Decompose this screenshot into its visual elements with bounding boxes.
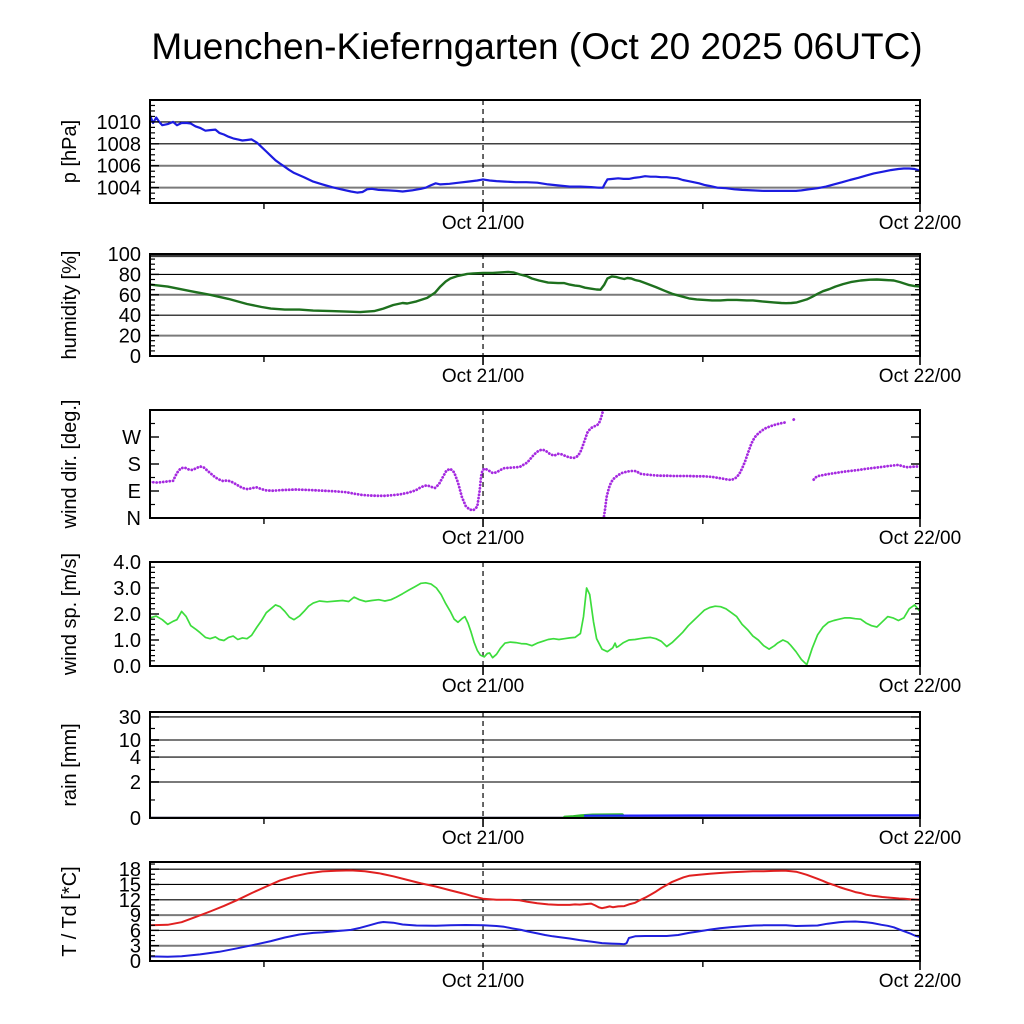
y-tick-label: 9 [130,905,141,927]
wind-direction-series [150,410,920,518]
y-tick-label: 18 [119,859,141,881]
y-tick-label: 0 [130,808,141,830]
y-tick-label: 30 [119,707,141,729]
y-tick-label: 4.0 [113,552,141,574]
y-tick-label: 20 [119,326,141,348]
y-tick-label: E [128,481,141,503]
y-tick-label: 12 [119,890,141,912]
x-date-label: Oct 22/00 [879,971,961,992]
x-date-label: Oct 22/00 [879,676,961,697]
dewpoint-line [150,920,920,958]
panel-border-pressure [149,99,921,204]
y-tick-label: W [122,427,141,449]
y-tick-label: 1008 [97,134,142,156]
y-axis-unit-label: rain [mm] [59,723,81,806]
humidity-line [150,270,920,314]
x-date-label: Oct 21/00 [442,828,524,849]
y-tick-label: 0 [130,951,141,973]
panel-border-wind-direction [149,409,921,519]
y-axis-unit-label: humidity [%] [59,251,81,360]
panel-border-humidity [149,253,921,357]
y-axis-unit-label: wind dir. [deg.] [59,400,81,530]
y-axis-unit-label: p [hPa] [59,120,81,183]
y-tick-label: 60 [119,285,141,307]
wind-direction-line [792,416,797,422]
y-tick-label: 1010 [97,112,142,134]
x-date-label: Oct 22/00 [879,828,961,849]
y-tick-label: 6 [130,920,141,942]
x-date-label: Oct 21/00 [442,366,524,387]
panel-border-rain [149,711,921,819]
x-date-label: Oct 21/00 [442,971,524,992]
x-date-label: Oct 22/00 [879,366,961,387]
wind-speed-series [150,581,920,666]
y-tick-label: 0 [130,346,141,368]
page-title: Muenchen-Kieferngarten (Oct 20 2025 06UT… [151,26,923,67]
y-axis-unit-label: wind sp. [m/s] [59,553,81,676]
y-tick-label: 2 [130,772,141,794]
y-tick-label: 4 [130,747,141,769]
y-tick-label: 2.0 [113,604,141,626]
humidity-series [150,270,920,314]
y-tick-label: 15 [119,874,141,896]
y-tick-label: 1004 [97,178,142,200]
dewpoint-series [150,920,920,958]
panel-border-temperature [149,861,921,962]
pressure-line [150,114,920,194]
y-tick-label: 3 [130,936,141,958]
y-tick-label: 10 [119,730,141,752]
x-date-label: Oct 21/00 [442,528,524,549]
y-tick-label: 40 [119,305,141,327]
wind-direction-line [812,463,920,482]
y-tick-label: 0.0 [113,656,141,678]
x-date-label: Oct 22/00 [879,213,961,234]
temperature-line [150,869,920,927]
wind-speed-line [150,581,920,666]
x-date-label: Oct 22/00 [879,528,961,549]
y-tick-label: S [128,454,141,476]
wind-direction-line [150,410,605,512]
y-tick-label: 80 [119,264,141,286]
x-date-label: Oct 21/00 [442,213,524,234]
y-tick-label: N [127,508,141,530]
y-tick-label: 100 [108,244,141,266]
y-axis-unit-label: T / Td [*C] [59,866,81,956]
pressure-series [150,114,920,194]
temperature-series [150,869,920,927]
wind-direction-line [602,420,789,518]
y-tick-label: 1006 [97,156,142,178]
y-tick-label: 3.0 [113,578,141,600]
y-tick-label: 1.0 [113,630,141,652]
x-date-label: Oct 21/00 [442,676,524,697]
